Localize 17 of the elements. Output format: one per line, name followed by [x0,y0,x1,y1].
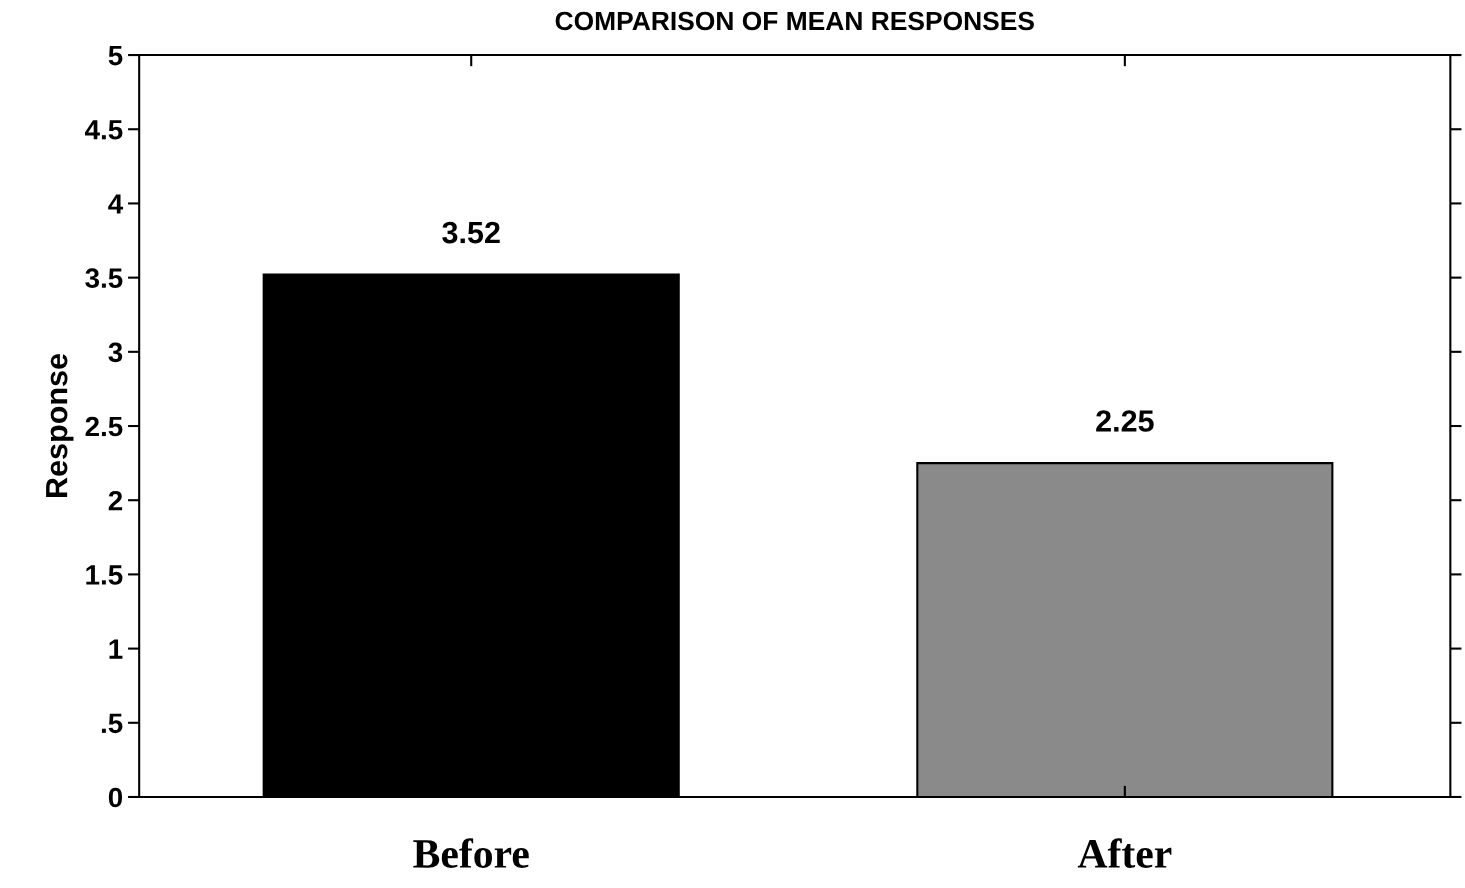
chart-title: COMPARISON OF MEAN RESPONSES [555,11,1034,31]
y-tick-label: 4.5 [85,120,123,140]
y-tick-label: 1 [109,639,123,659]
data-label: 3.52 [442,221,500,244]
data-label: 2.25 [1096,410,1154,432]
y-axis-title: Response [46,354,74,497]
y-tick-label: 2 [108,490,123,511]
y-tick-label: 5 [108,46,123,66]
y-tick-label: 3.5 [85,268,123,289]
y-tick-label: 4 [108,194,124,214]
x-tick-label: Before [413,838,529,868]
x-tick-label: After [1077,838,1172,868]
y-tick-label: 3 [108,342,123,363]
y-tick-label: 2.5 [85,416,123,437]
y-tick-label: 0 [108,787,123,808]
y-tick-label: .5 [101,713,123,734]
y-tick-label: 1.5 [86,565,123,585]
